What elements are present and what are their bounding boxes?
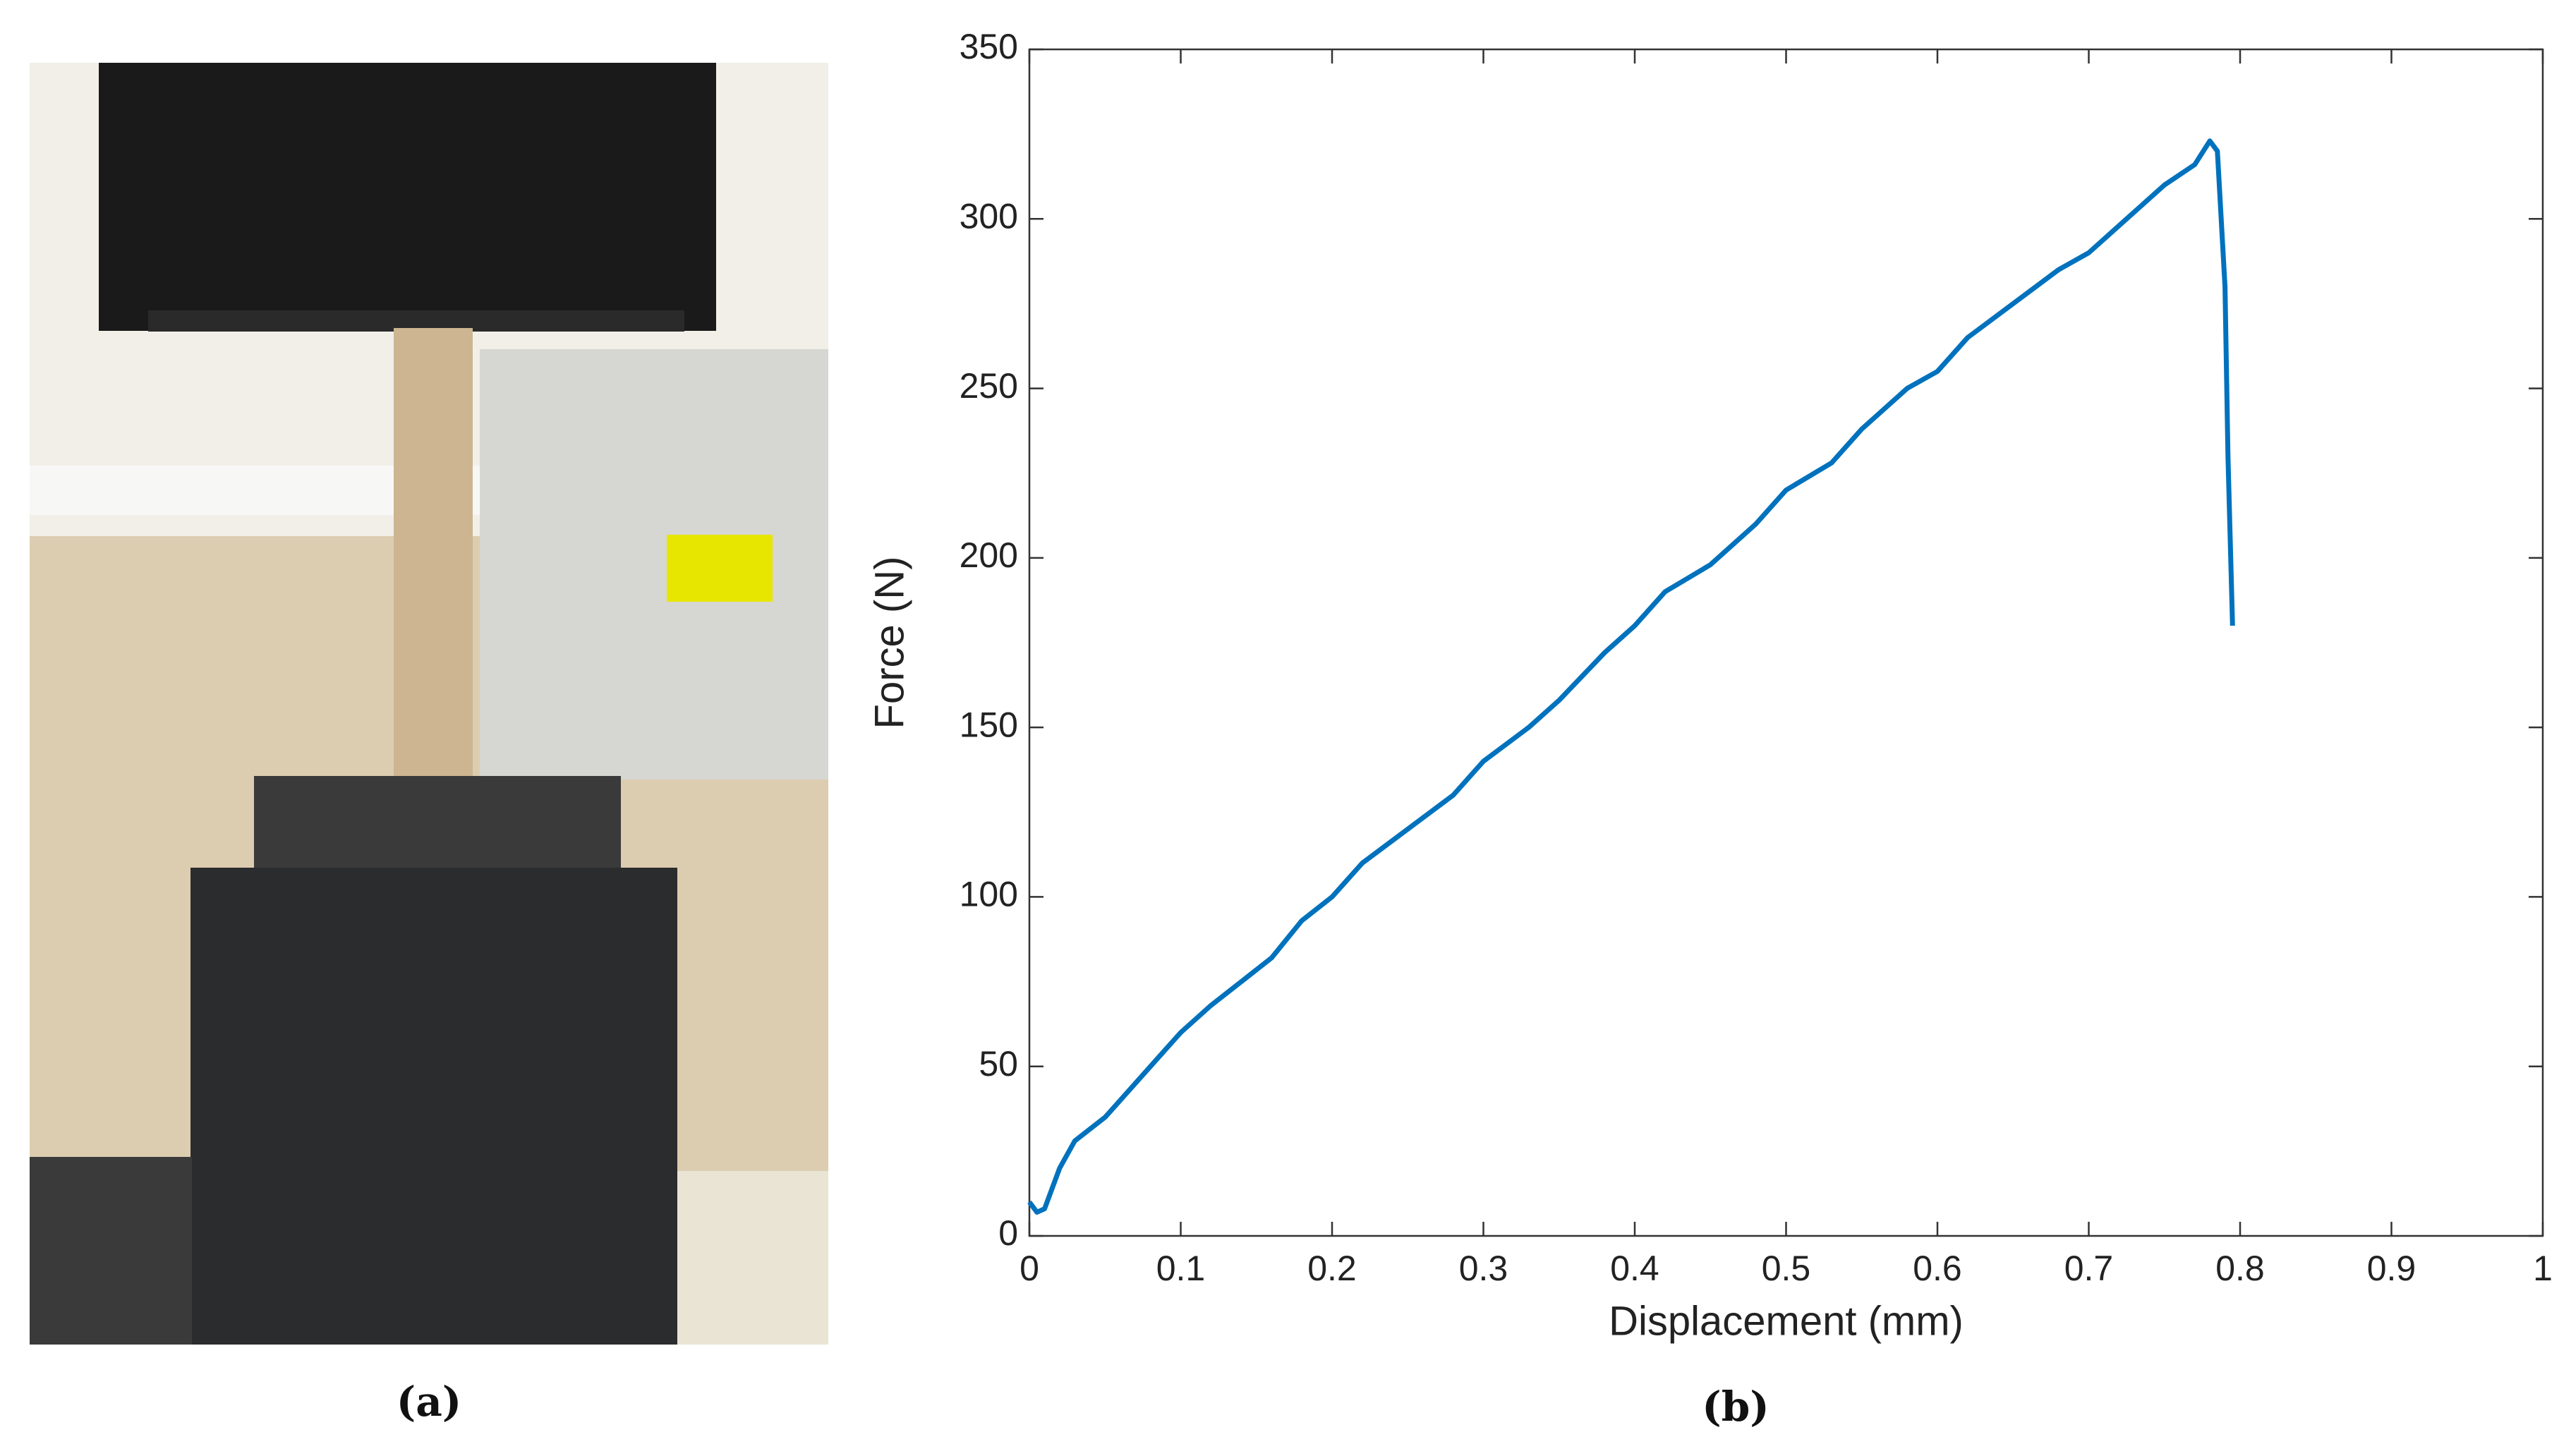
x-tick-label: 0.6 (1913, 1249, 1962, 1288)
photo (30, 63, 828, 1345)
x-tick-label: 0.3 (1459, 1249, 1508, 1288)
chart-label: (b) (1702, 1383, 1769, 1431)
plot-frame (1028, 48, 2544, 1237)
specimen (394, 328, 473, 864)
data-line (1027, 138, 2235, 1215)
x-tick-label: 0.1 (1156, 1249, 1206, 1288)
lower-block (190, 868, 677, 1345)
x-tick-label: 0.7 (2064, 1249, 2114, 1288)
x-tick-label: 0.2 (1307, 1249, 1357, 1288)
bench (30, 1157, 192, 1345)
x-axis-label: Displacement (mm) (1609, 1298, 1964, 1344)
y-tick-label: 200 (960, 535, 1018, 575)
y-tick-label: 50 (979, 1044, 1018, 1084)
y-tick-label: 350 (960, 27, 1018, 66)
machine-guard (480, 349, 828, 779)
y-tick-label: 150 (960, 705, 1018, 744)
x-tick-label: 0 (1020, 1249, 1039, 1288)
x-tick-label: 0.9 (2367, 1249, 2416, 1288)
y-tick-label: 0 (998, 1213, 1018, 1253)
y-tick-label: 250 (960, 366, 1018, 406)
x-tick-label: 0.4 (1610, 1249, 1659, 1288)
y-tick-label: 100 (960, 875, 1018, 914)
photo-label: (a) (397, 1378, 461, 1426)
x-tick-label: 0.5 (1762, 1249, 1811, 1288)
lower-plate (254, 776, 621, 868)
y-tick-label: 300 (960, 196, 1018, 236)
x-tick-label: 1 (2533, 1249, 2553, 1288)
y-axis-label: Force (N) (866, 557, 912, 729)
upper-block (99, 63, 716, 331)
warning-label (667, 535, 773, 602)
x-tick-label: 0.8 (2215, 1249, 2265, 1288)
